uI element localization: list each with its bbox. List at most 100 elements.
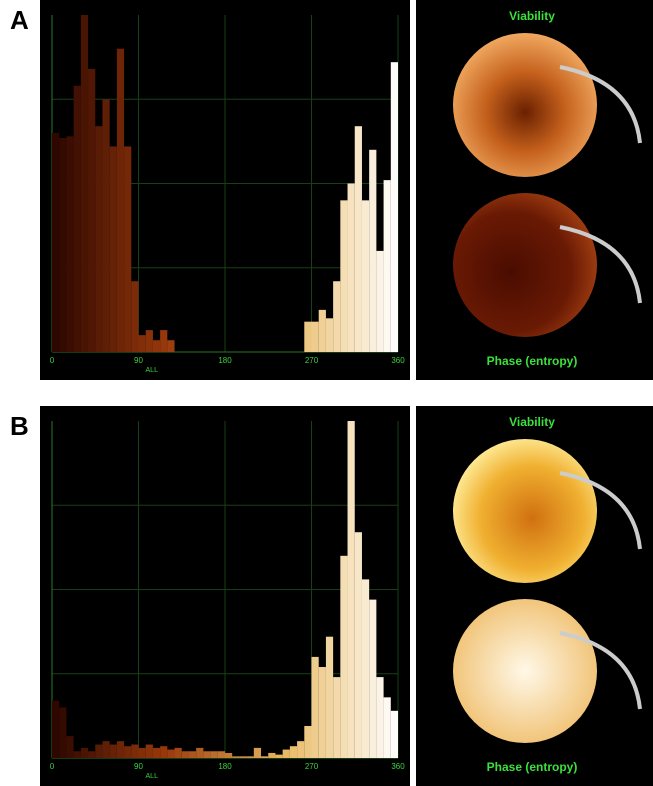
bar bbox=[312, 657, 319, 758]
x-tick-label: 90 bbox=[134, 762, 143, 771]
bar bbox=[59, 138, 66, 352]
bar bbox=[211, 751, 218, 758]
x-tick-label: 180 bbox=[218, 762, 232, 771]
x-tick-label: 360 bbox=[391, 762, 405, 771]
polar-map bbox=[453, 599, 597, 743]
x-tick-label: 180 bbox=[218, 356, 232, 365]
bar bbox=[167, 340, 174, 352]
bar bbox=[384, 180, 391, 352]
bar bbox=[362, 579, 369, 758]
bar bbox=[340, 556, 347, 758]
bar bbox=[102, 741, 109, 758]
bar bbox=[153, 748, 160, 758]
bar bbox=[376, 251, 383, 352]
bar bbox=[384, 697, 391, 758]
bar bbox=[146, 745, 153, 758]
x-axis-label: ALL bbox=[146, 773, 159, 780]
x-tick-label: 0 bbox=[50, 762, 55, 771]
bar bbox=[333, 281, 340, 352]
bar bbox=[81, 748, 88, 758]
panel-label: A bbox=[10, 5, 29, 35]
x-axis-label: ALL bbox=[146, 367, 159, 374]
map-title: Viability bbox=[509, 415, 555, 429]
bar bbox=[304, 726, 311, 758]
bar bbox=[225, 753, 232, 758]
bar bbox=[348, 184, 355, 353]
bar bbox=[117, 741, 124, 758]
bar bbox=[283, 750, 290, 758]
bar bbox=[369, 600, 376, 758]
bar bbox=[110, 146, 117, 352]
bar bbox=[376, 677, 383, 758]
bar bbox=[153, 340, 160, 352]
polar-map bbox=[453, 193, 597, 337]
bar bbox=[348, 421, 355, 758]
figure: A 0 90 180 270 360 ALL Viability Phase (entropy)… bbox=[0, 0, 653, 786]
bar bbox=[261, 756, 268, 758]
bar bbox=[52, 133, 59, 352]
bar bbox=[189, 751, 196, 758]
bar bbox=[369, 150, 376, 352]
bar bbox=[362, 200, 369, 352]
bar bbox=[297, 741, 304, 758]
bar bbox=[146, 330, 153, 352]
bar bbox=[95, 126, 102, 352]
bar bbox=[124, 146, 131, 352]
bar bbox=[290, 746, 297, 758]
bar bbox=[268, 753, 275, 758]
polar-map bbox=[453, 439, 597, 583]
bar bbox=[218, 751, 225, 758]
bar bbox=[160, 330, 167, 352]
polar-map bbox=[453, 33, 597, 177]
bar bbox=[333, 677, 340, 758]
bar bbox=[74, 751, 81, 758]
x-tick-label: 360 bbox=[391, 356, 405, 365]
bar bbox=[131, 745, 138, 758]
bar bbox=[160, 746, 167, 758]
bar bbox=[239, 756, 246, 758]
bar bbox=[196, 748, 203, 758]
bar bbox=[139, 335, 146, 352]
x-tick-label: 270 bbox=[305, 356, 319, 365]
bar bbox=[326, 637, 333, 758]
map-title: Viability bbox=[509, 9, 555, 23]
map-title: Phase (entropy) bbox=[487, 354, 578, 368]
bar bbox=[59, 707, 66, 758]
bar bbox=[326, 318, 333, 352]
bar bbox=[102, 99, 109, 352]
bar bbox=[340, 200, 347, 352]
bar bbox=[88, 751, 95, 758]
x-tick-label: 270 bbox=[305, 762, 319, 771]
bar bbox=[232, 756, 239, 758]
bar bbox=[355, 532, 362, 758]
x-tick-label: 90 bbox=[134, 356, 143, 365]
bar bbox=[110, 745, 117, 758]
bar bbox=[74, 86, 81, 352]
bar bbox=[52, 701, 59, 758]
bar bbox=[203, 751, 210, 758]
bar bbox=[182, 751, 189, 758]
bar bbox=[275, 755, 282, 758]
bar bbox=[319, 667, 326, 758]
bar bbox=[247, 756, 254, 758]
bar bbox=[139, 748, 146, 758]
bar bbox=[167, 750, 174, 758]
bar bbox=[304, 322, 311, 352]
bar bbox=[319, 310, 326, 352]
bar bbox=[117, 49, 124, 352]
bar bbox=[124, 746, 131, 758]
bar bbox=[391, 62, 398, 352]
bar bbox=[81, 15, 88, 352]
panel-label: B bbox=[10, 411, 29, 441]
bar bbox=[66, 736, 73, 758]
bar bbox=[88, 69, 95, 352]
bar bbox=[95, 745, 102, 758]
x-tick-label: 0 bbox=[50, 356, 55, 365]
bar bbox=[355, 126, 362, 352]
bar bbox=[131, 281, 138, 352]
bar bbox=[312, 322, 319, 352]
bar bbox=[391, 711, 398, 758]
bar bbox=[175, 748, 182, 758]
bar bbox=[254, 748, 261, 758]
map-title: Phase (entropy) bbox=[487, 760, 578, 774]
